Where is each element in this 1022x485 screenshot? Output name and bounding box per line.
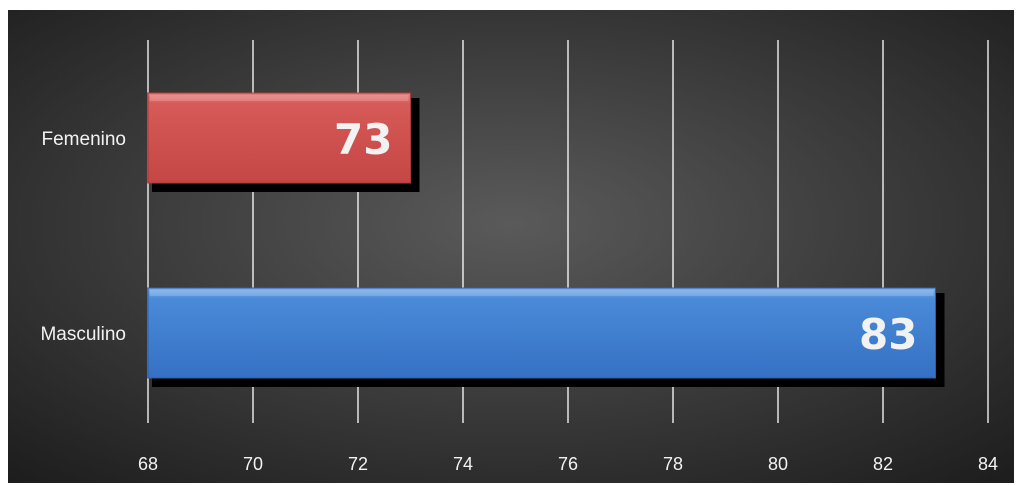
bar-bevel: [150, 290, 934, 296]
plot-background: [8, 10, 1014, 483]
labels: 68 70 72 74 76 78 80 82 84 73 Femenino 83 Masculino: [40, 115, 998, 474]
category-label: Masculino: [40, 324, 126, 345]
x-tick-label: 72: [348, 454, 368, 474]
x-tick-label: 70: [243, 454, 263, 474]
x-tick-label: 82: [873, 454, 893, 474]
bar-bevel: [150, 95, 409, 101]
x-tick-label: 80: [768, 454, 788, 474]
bar: [147, 287, 936, 379]
x-tick-label: 76: [558, 454, 578, 474]
category-label: Femenino: [42, 129, 127, 150]
data-label: 83: [859, 310, 917, 359]
data-label: 73: [334, 115, 392, 164]
bars: [147, 92, 945, 387]
x-tick-label: 78: [663, 454, 683, 474]
x-tick-label: 84: [978, 454, 998, 474]
bar: [147, 92, 411, 184]
x-tick-label: 74: [453, 454, 473, 474]
x-tick-label: 68: [138, 454, 158, 474]
